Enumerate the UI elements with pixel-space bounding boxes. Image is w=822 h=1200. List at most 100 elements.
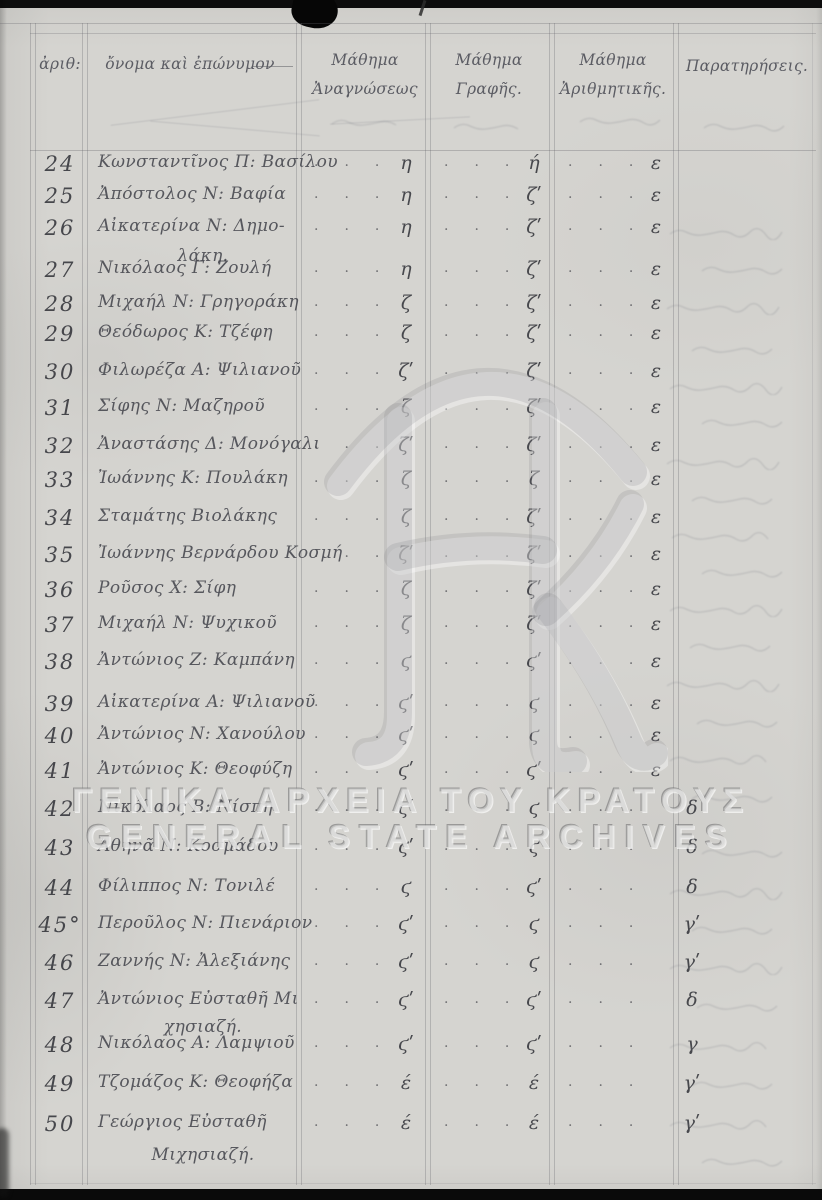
grade-writing: ϛʹ — [526, 1033, 542, 1055]
grade-reading: ζ — [400, 578, 412, 600]
row-number: 37 — [44, 613, 76, 637]
grade-writing: ϛʹ — [526, 650, 542, 672]
row-number: 24 — [44, 152, 76, 176]
row-number: 25 — [44, 184, 76, 208]
dot-leader-arithmetic — [568, 803, 659, 819]
grade-writing: ζʹ — [526, 258, 542, 280]
register-row: 25 Ἀπόστολος Ν: Βαφία η ζʹ ε — [0, 184, 822, 214]
grade-reading: ζ — [400, 613, 412, 635]
grade-reading: ζ — [400, 292, 412, 314]
column-header-remarks: Παρατηρήσεις. — [685, 57, 809, 75]
row-number: 30 — [44, 360, 76, 384]
table-horizontal-rule — [30, 150, 816, 151]
student-name: Ἀναστάσης Δ: Μονόγαλι — [98, 434, 321, 454]
dot-leader-arithmetic — [568, 995, 659, 1011]
register-row: 31 Σίφης Ν: Μαζηροῦ ζ ζʹ ε — [0, 396, 822, 426]
bleedthrough-squiggle — [701, 419, 783, 428]
row-number: 48 — [44, 1033, 76, 1057]
grade-arithmetic: ε — [650, 396, 662, 418]
grade-reading: ζ — [400, 322, 412, 344]
row-number: 27 — [44, 258, 76, 282]
register-row: 38 Ἀντώνιος Ζ: Καμπάνη ϛ ϛʹ ε — [0, 650, 822, 680]
student-name: Μιχαήλ Ν: Γρηγοράκη — [98, 292, 299, 312]
table-horizontal-rule — [30, 1183, 816, 1184]
table-vertical-rule — [678, 23, 679, 1185]
register-row: 32 Ἀναστάσης Δ: Μονόγαλι ζʹ ζʹ ε — [0, 434, 822, 464]
header-flourish — [253, 66, 293, 67]
grade-arithmetic: γʹ — [683, 951, 701, 973]
grade-reading: η — [400, 216, 412, 238]
bleedthrough-squiggle — [669, 1042, 767, 1052]
register-row: 42 Νικόλαος Β: Νίσπη ϛʹ ϛ δ — [0, 797, 822, 827]
row-number: 47 — [44, 989, 76, 1013]
scan-edge-bottom — [0, 1189, 822, 1200]
grade-reading: ϛʹ — [398, 724, 414, 746]
grade-arithmetic: ε — [650, 434, 662, 456]
grade-writing: ϛʹ — [526, 989, 542, 1011]
grade-arithmetic: ε — [650, 578, 662, 600]
grade-writing: ϛ — [528, 692, 540, 714]
row-number: 31 — [44, 396, 76, 420]
bleedthrough-squiggle — [691, 346, 773, 355]
register-row: 35 Ἰωάννης Βερνάρδου Κοσμή ζʹ ζʹ ε — [0, 543, 822, 573]
column-header-reading: Μάθημα Ἀναγνώσεως — [312, 51, 418, 99]
register-row: 29 Θεόδωρος Κ: Τζέφη ζ ζʹ ε — [0, 322, 822, 352]
grade-writing: ϛʹ — [526, 876, 542, 898]
grade-writing: ζʹ — [526, 578, 542, 600]
grade-arithmetic: ε — [650, 650, 662, 672]
grade-arithmetic: γ — [686, 1033, 698, 1055]
student-name: Αἰκατερίνα Α: Ψιλιανοῦ — [98, 692, 316, 712]
grade-reading: ϛʹ — [398, 913, 414, 935]
student-name: Ἰωάννης Κ: Πουλάκη — [98, 468, 288, 488]
grade-reading: ϛ — [400, 876, 412, 898]
student-name: Μιχαήλ Ν: Ψυχικοῦ — [98, 613, 277, 633]
grade-writing: έ — [528, 1072, 540, 1094]
column-header-arithmetic: Μάθημα Ἀριθμητικῆς. — [559, 51, 667, 99]
grade-writing: ϛ — [528, 724, 540, 746]
row-number: 36 — [44, 578, 76, 602]
grade-writing: ζʹ — [526, 216, 542, 238]
dot-leader-arithmetic — [568, 1118, 659, 1134]
bleedthrough-squiggle — [696, 719, 778, 728]
student-name: Νικόλαος Β: Νίσπη — [98, 797, 274, 817]
student-name-continued: Μιχησιαζή. — [151, 1145, 255, 1165]
table-vertical-rule — [812, 23, 813, 1185]
grade-arithmetic: δ — [686, 876, 698, 898]
column-header-writing: Μάθημα Γραφῆς. — [455, 51, 523, 99]
dot-leader-arithmetic — [568, 882, 659, 898]
grade-reading: ϛʹ — [398, 951, 414, 973]
grade-reading: ϛʹ — [398, 1033, 414, 1055]
row-number: 40 — [44, 724, 76, 748]
grade-arithmetic: ε — [650, 759, 662, 781]
grade-arithmetic: γʹ — [683, 1112, 701, 1134]
student-name: Ζαννής Ν: Ἀλεξιάνης — [98, 951, 291, 971]
register-row: 43 Ἀθηνᾶ Ν: Κοσμάδου ϛʹ ϛ δ — [0, 836, 822, 866]
register-row: 47 Ἀντώνιος Εὐσταθῆ Μι ϛʹ ϛʹ δ — [0, 989, 822, 1019]
student-name: Γεώργιος Εὐσταθῆ — [98, 1112, 267, 1132]
register-row: 33 Ἰωάννης Κ: Πουλάκη ζ ζ ε — [0, 468, 822, 498]
row-number: 35 — [44, 543, 76, 567]
grade-arithmetic: γʹ — [683, 913, 701, 935]
row-number: 45° — [38, 913, 82, 937]
grade-writing: ϛʹ — [526, 759, 542, 781]
grade-reading: ϛʹ — [398, 836, 414, 858]
row-number: 26 — [44, 216, 76, 240]
bleedthrough-squiggle — [669, 755, 767, 765]
column-header-name: ὄνομα καὶ ἐπώνυμον — [105, 55, 275, 73]
bleedthrough-squiggle — [703, 123, 785, 132]
scan-corner-shadow — [0, 1128, 9, 1198]
grade-arithmetic: ε — [650, 506, 662, 528]
grade-writing: ζʹ — [526, 434, 542, 456]
row-number: 44 — [44, 876, 76, 900]
row-number: 39 — [44, 692, 76, 716]
grade-reading: έ — [400, 1112, 412, 1134]
grade-arithmetic: ε — [650, 692, 662, 714]
grade-arithmetic: ε — [650, 292, 662, 314]
grade-writing: ή — [528, 152, 540, 174]
grade-arithmetic: ε — [650, 543, 662, 565]
row-number: 41 — [44, 759, 76, 783]
grade-reading: η — [400, 258, 412, 280]
grade-writing: ζʹ — [526, 322, 542, 344]
register-row: 48 Νικόλαος Α: Λαμψιοῦ ϛʹ ϛʹ γ — [0, 1033, 822, 1063]
register-row: 44 Φίλιππος Ν: Τονιλέ ϛ ϛʹ δ — [0, 876, 822, 906]
